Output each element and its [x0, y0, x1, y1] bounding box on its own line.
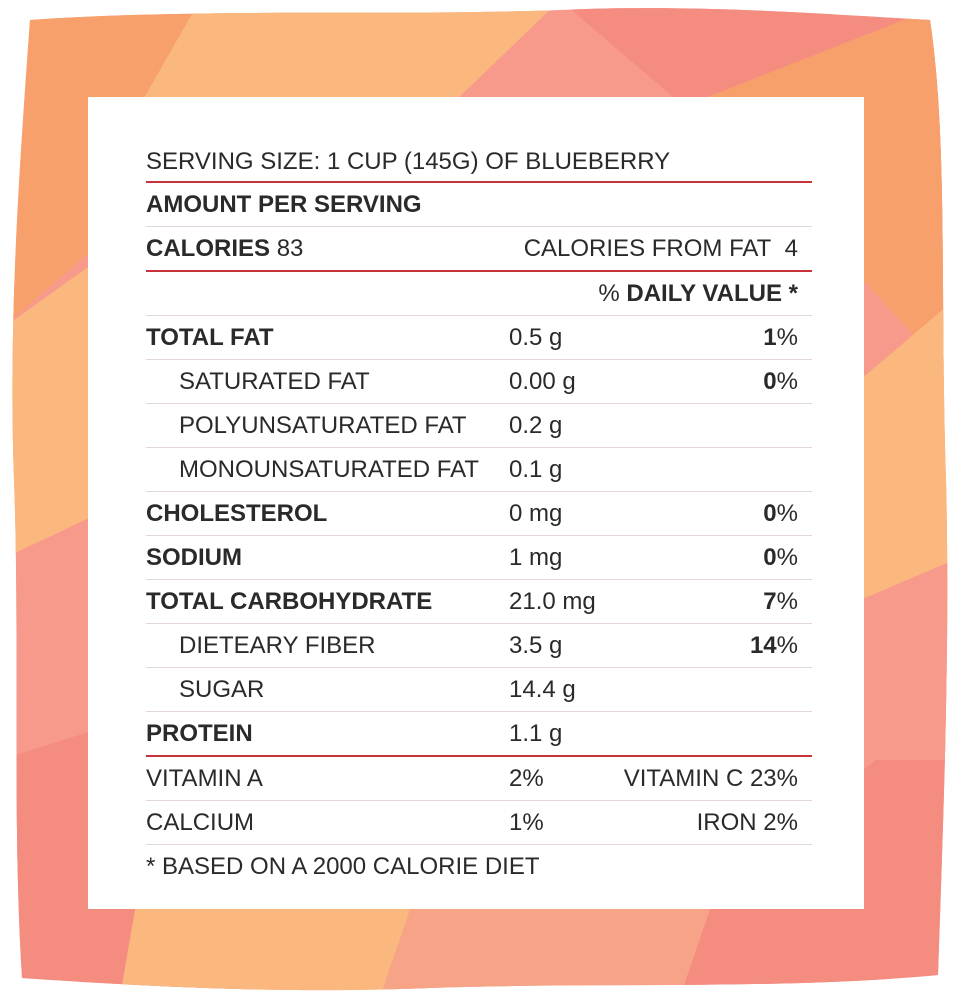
nutrient-amount: 0.00 g: [509, 368, 576, 395]
calcium-value: 1%: [509, 809, 544, 836]
calories-from-fat-value: 4: [784, 235, 798, 262]
nutrient-daily-value: 0%: [763, 360, 798, 403]
daily-value-percent: %: [776, 632, 798, 659]
nutrient-amount: 0.1 g: [509, 456, 563, 483]
footnote-row: * BASED ON A 2000 CALORIE DIET: [146, 845, 812, 888]
nutrient-name: DIETEARY FIBER: [179, 632, 376, 659]
serving-size-row: SERVING SIZE: 1 CUP (145G) OF BLUEBERRY: [146, 140, 812, 183]
daily-value-percent: %: [776, 368, 798, 395]
nutrient-name: SODIUM: [146, 544, 242, 571]
nutrient-row-monounsaturated-fat: MONOUNSATURATED FAT 0.1 g: [146, 448, 812, 492]
iron-value: IRON 2%: [696, 809, 798, 836]
nutrient-row-total-carbohydrate: TOTAL CARBOHYDRATE 21.0 mg 7%: [146, 580, 812, 624]
calories-from-fat-cell: CALORIES FROM FAT 4: [524, 227, 798, 270]
nutrient-row-dietary-fiber: DIETEARY FIBER 3.5 g 14%: [146, 624, 812, 668]
nutrient-name: SATURATED FAT: [179, 368, 370, 395]
nutrient-amount: 3.5 g: [509, 632, 563, 659]
nutrient-name: SUGAR: [179, 676, 265, 703]
nutrient-row-sodium: SODIUM 1 mg 0%: [146, 536, 812, 580]
calories-from-fat-label: CALORIES FROM FAT: [523, 235, 772, 262]
vitamin-c-value: VITAMIN C 23%: [623, 765, 798, 792]
vitamin-row-2: CALCIUM 1% IRON 2%: [146, 801, 812, 845]
nutrient-row-total-fat: TOTAL FAT 0.5 g 1%: [146, 316, 812, 360]
daily-value-header-row: % DAILY VALUE *: [146, 272, 812, 316]
nutrient-row-protein: PROTEIN 1.1 g: [146, 712, 812, 757]
calories-row: CALORIES 83 CALORIES FROM FAT 4: [146, 227, 812, 272]
nutrient-row-sugar: SUGAR 14.4 g: [146, 668, 812, 712]
amount-per-serving-heading: AMOUNT PER SERVING: [146, 191, 422, 218]
nutrient-name: TOTAL FAT: [146, 324, 274, 351]
nutrient-row-polyunsaturated-fat: POLYUNSATURATED FAT 0.2 g: [146, 404, 812, 448]
vitamin-row-1: VITAMIN A 2% VITAMIN C 23%: [146, 757, 812, 801]
nutrition-facts-table: SERVING SIZE: 1 CUP (145G) OF BLUEBERRY …: [146, 140, 812, 888]
nutrient-amount: 1.1 g: [509, 720, 563, 747]
daily-value-header: % DAILY VALUE *: [598, 272, 798, 315]
serving-size-text: SERVING SIZE: 1 CUP (145G) OF BLUEBERRY: [146, 148, 671, 175]
nutrient-name: PROTEIN: [146, 720, 253, 747]
daily-value-percent: %: [776, 544, 798, 571]
daily-value-number: 14: [749, 632, 777, 659]
calories-cell: CALORIES 83: [146, 227, 303, 270]
nutrient-daily-value: 7%: [763, 580, 798, 623]
vitamin-a-value: 2%: [509, 765, 544, 792]
nutrient-daily-value: 0%: [763, 536, 798, 579]
nutrient-name: TOTAL CARBOHYDRATE: [146, 588, 433, 615]
nutrient-amount: 0.2 g: [509, 412, 563, 439]
daily-value-number: 0: [763, 368, 777, 395]
nutrient-row-saturated-fat: SATURATED FAT 0.00 g 0%: [146, 360, 812, 404]
daily-value-percent-sign: %: [598, 280, 620, 307]
nutrient-daily-value: 1%: [763, 316, 798, 359]
nutrient-name: CHOLESTEROL: [146, 500, 328, 527]
daily-value-percent: %: [776, 588, 798, 615]
nutrient-name: POLYUNSATURATED FAT: [179, 412, 467, 439]
calories-label: CALORIES: [146, 235, 271, 262]
nutrient-daily-value: 14%: [750, 624, 798, 667]
nutrient-name: MONOUNSATURATED FAT: [179, 456, 479, 483]
calories-value: 83: [276, 235, 304, 262]
vitamin-a-label: VITAMIN A: [146, 765, 263, 792]
nutrient-amount: 1 mg: [509, 544, 563, 571]
daily-value-label: DAILY VALUE *: [626, 280, 798, 307]
calcium-label: CALCIUM: [146, 809, 255, 836]
nutrient-amount: 21.0 mg: [509, 588, 596, 615]
nutrient-amount: 0.5 g: [509, 324, 563, 351]
daily-value-percent: %: [776, 500, 798, 527]
nutrient-daily-value: 0%: [763, 492, 798, 535]
daily-value-number: 7: [763, 588, 777, 615]
nutrition-label-card: SERVING SIZE: 1 CUP (145G) OF BLUEBERRY …: [88, 97, 864, 909]
daily-value-number: 0: [763, 500, 777, 527]
daily-value-number: 0: [763, 544, 777, 571]
nutrient-amount: 14.4 g: [509, 676, 576, 703]
amount-per-serving-row: AMOUNT PER SERVING: [146, 183, 812, 227]
daily-value-number: 1: [763, 324, 777, 351]
nutrient-amount: 0 mg: [509, 500, 563, 527]
daily-value-percent: %: [776, 324, 798, 351]
footnote-text: * BASED ON A 2000 CALORIE DIET: [146, 853, 540, 880]
nutrient-row-cholesterol: CHOLESTEROL 0 mg 0%: [146, 492, 812, 536]
